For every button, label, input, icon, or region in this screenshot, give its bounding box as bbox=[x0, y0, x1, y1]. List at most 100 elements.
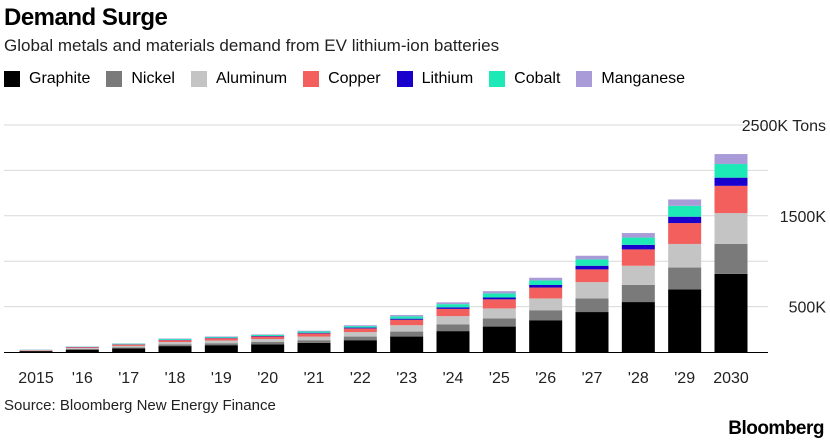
bar-segment-cobalt bbox=[714, 164, 748, 178]
x-tick-label: 2015 bbox=[18, 370, 54, 387]
bar-segment-cobalt bbox=[436, 304, 470, 308]
legend-label: Lithium bbox=[421, 70, 474, 87]
x-tick-label: '25 bbox=[489, 370, 510, 387]
y-tick-label: 2500K Tons bbox=[742, 118, 826, 135]
bar-segment-nickel bbox=[204, 343, 238, 346]
legend-label: Graphite bbox=[29, 70, 91, 87]
bar-segment-manganese bbox=[436, 302, 470, 305]
bar-segment-lithium bbox=[390, 318, 424, 320]
bar-segment-graphite bbox=[65, 349, 99, 352]
bar-segment-nickel bbox=[575, 298, 609, 313]
bar-segment-graphite bbox=[158, 346, 192, 352]
legend-label: Aluminum bbox=[215, 70, 288, 87]
x-tick-label: '26 bbox=[535, 370, 556, 387]
bar-segment-copper bbox=[65, 347, 99, 349]
bar-segment-copper bbox=[251, 336, 285, 340]
legend-item-nickel: Nickel bbox=[106, 70, 175, 88]
x-tick-label: '22 bbox=[350, 370, 371, 387]
x-tick-label: '29 bbox=[674, 370, 695, 387]
bar-segment-copper bbox=[343, 328, 377, 333]
bar-segment-nickel bbox=[251, 342, 285, 345]
legend-label: Cobalt bbox=[514, 70, 561, 87]
bar-segment-lithium bbox=[575, 265, 609, 270]
bar-segment-copper bbox=[668, 223, 702, 244]
bar-segment-copper bbox=[204, 338, 238, 341]
bar-segment-nickel bbox=[65, 349, 99, 350]
bar-segment-nickel bbox=[668, 267, 702, 290]
bar-segment-graphite bbox=[390, 336, 424, 352]
bar-segment-lithium bbox=[343, 327, 377, 329]
bar-segment-lithium bbox=[529, 284, 563, 288]
legend-item-copper: Copper bbox=[303, 70, 381, 88]
bar-segment-cobalt bbox=[621, 237, 655, 245]
legend-swatch bbox=[106, 71, 123, 87]
bar-segment-graphite bbox=[204, 345, 238, 352]
bar-segment-graphite bbox=[251, 344, 285, 352]
bar-segment-nickel bbox=[343, 336, 377, 341]
bar-segment-copper bbox=[714, 185, 748, 214]
bar-segment-aluminum bbox=[482, 308, 516, 319]
bar-segment-cobalt bbox=[529, 280, 563, 285]
bar-segment-graphite bbox=[529, 320, 563, 352]
bar-segment-aluminum bbox=[668, 243, 702, 268]
bar-segment-aluminum bbox=[390, 325, 424, 332]
bar-segment-aluminum bbox=[112, 345, 146, 348]
x-tick-label: 2030 bbox=[713, 370, 749, 387]
x-tick-label: '28 bbox=[628, 370, 649, 387]
x-tick-label: '20 bbox=[257, 370, 278, 387]
bar-segment-aluminum bbox=[65, 348, 99, 350]
x-tick-label: '18 bbox=[165, 370, 186, 387]
bar-segment-cobalt bbox=[482, 293, 516, 298]
bar-segment-manganese bbox=[714, 154, 748, 165]
bar-segment-cobalt bbox=[251, 334, 285, 337]
legend-swatch bbox=[396, 71, 413, 87]
bar-segment-copper bbox=[436, 308, 470, 317]
legend-label: Copper bbox=[328, 70, 381, 87]
bar-segment-graphite bbox=[482, 326, 516, 352]
bar-segment-aluminum bbox=[297, 336, 331, 341]
bar-segment-copper bbox=[390, 319, 424, 326]
bar-segment-lithium bbox=[714, 177, 748, 186]
bar-segment-nickel bbox=[112, 347, 146, 349]
bar-segment-aluminum bbox=[436, 316, 470, 325]
bar-segment-copper bbox=[297, 333, 331, 337]
bar-segment-nickel bbox=[297, 340, 331, 343]
legend-swatch bbox=[489, 71, 506, 87]
bar-segment-aluminum bbox=[343, 332, 377, 337]
bar-segment-graphite bbox=[714, 273, 748, 352]
x-tick-label: '17 bbox=[118, 370, 139, 387]
bar-segment-cobalt bbox=[668, 205, 702, 217]
legend-item-lithium: Lithium bbox=[396, 70, 474, 88]
bar-segment-manganese bbox=[482, 291, 516, 294]
bar-segment-cobalt bbox=[343, 326, 377, 328]
legend-item-graphite: Graphite bbox=[4, 70, 90, 88]
bar-segment-graphite bbox=[19, 351, 53, 352]
legend-label: Nickel bbox=[131, 70, 175, 87]
bar-segment-manganese bbox=[529, 277, 563, 281]
bar-segment-lithium bbox=[668, 216, 702, 224]
x-tick-label: '21 bbox=[304, 370, 325, 387]
bar-segment-copper bbox=[529, 287, 563, 299]
bar-segment-manganese bbox=[390, 315, 424, 317]
x-tick-label: '23 bbox=[396, 370, 417, 387]
legend-swatch bbox=[303, 71, 320, 87]
bar-segment-cobalt bbox=[112, 343, 146, 345]
legend-label: Manganese bbox=[601, 70, 686, 87]
bar-segment-lithium bbox=[436, 307, 470, 309]
y-tick-label: 500K bbox=[789, 300, 827, 317]
bar-segment-lithium bbox=[621, 244, 655, 250]
bar-segment-copper bbox=[112, 344, 146, 346]
bar-segment-manganese bbox=[575, 255, 609, 260]
bar-segment-manganese bbox=[251, 334, 285, 335]
bar-segment-graphite bbox=[436, 331, 470, 352]
bar-segment-manganese bbox=[297, 330, 331, 332]
bar-segment-graphite bbox=[668, 289, 702, 352]
bar-segment-graphite bbox=[112, 348, 146, 352]
bar-segment-nickel bbox=[158, 344, 192, 347]
bar-segment-aluminum bbox=[714, 213, 748, 244]
bar-segment-graphite bbox=[343, 340, 377, 352]
bar-segment-cobalt bbox=[390, 316, 424, 319]
bar-segment-nickel bbox=[390, 331, 424, 337]
bar-segment-cobalt bbox=[575, 259, 609, 266]
